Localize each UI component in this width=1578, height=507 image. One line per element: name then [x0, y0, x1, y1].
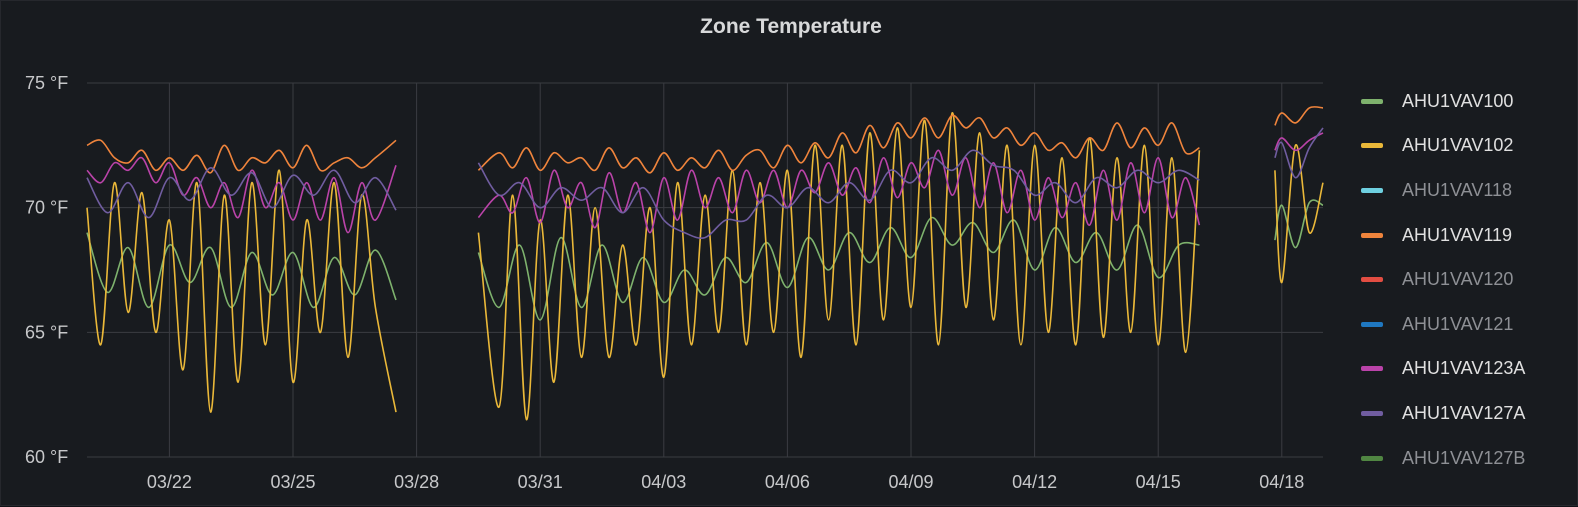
series-line-ahu1vav102[interactable] [86, 169, 397, 413]
x-tick-label: 04/06 [765, 472, 810, 492]
x-tick-label: 03/25 [270, 472, 315, 492]
chart-legend: AHU1VAV100 AHU1VAV102 AHU1VAV118 AHU1VAV119… [1361, 79, 1571, 503]
x-tick-label: 03/22 [147, 472, 192, 492]
x-tick-label: 04/09 [888, 472, 933, 492]
legend-item-ahu1vav120[interactable]: AHU1VAV120 [1361, 257, 1571, 302]
y-tick-label: 75 °F [25, 73, 68, 93]
legend-label: AHU1VAV100 [1402, 90, 1514, 111]
legend-item-ahu1vav127a[interactable]: AHU1VAV127A [1361, 391, 1571, 436]
legend-swatch [1361, 143, 1383, 149]
series-line-ahu1vav100[interactable] [477, 216, 1200, 321]
legend-label: AHU1VAV118 [1402, 179, 1513, 200]
legend-swatch [1361, 187, 1383, 193]
legend-item-ahu1vav127b[interactable]: AHU1VAV127B [1361, 436, 1571, 481]
legend-swatch [1361, 321, 1383, 327]
x-tick-label: 04/12 [1012, 472, 1057, 492]
legend-item-ahu1vav100[interactable]: AHU1VAV100 [1361, 79, 1571, 124]
legend-swatch [1361, 232, 1383, 238]
legend-swatch [1361, 410, 1383, 416]
legend-label: AHU1VAV102 [1402, 135, 1514, 156]
legend-swatch [1361, 98, 1383, 104]
panel-title[interactable]: Zone Temperature [700, 15, 882, 38]
legend-swatch [1361, 455, 1383, 461]
y-tick-label: 70 °F [25, 198, 68, 218]
legend-label: AHU1VAV119 [1402, 224, 1513, 245]
legend-label: AHU1VAV120 [1402, 269, 1514, 290]
legend-label: AHU1VAV123A [1402, 358, 1526, 379]
series-line-ahu1vav100[interactable] [1274, 199, 1324, 249]
legend-swatch [1361, 366, 1383, 372]
legend-swatch [1361, 277, 1383, 283]
legend-item-ahu1vav119[interactable]: AHU1VAV119 [1361, 213, 1571, 258]
legend-label: AHU1VAV121 [1402, 313, 1514, 334]
x-tick-label: 03/31 [518, 472, 563, 492]
series-line-ahu1vav123a[interactable] [1274, 132, 1324, 152]
legend-label: AHU1VAV127B [1402, 447, 1526, 468]
legend-item-ahu1vav102[interactable]: AHU1VAV102 [1361, 124, 1571, 169]
series-line-ahu1vav102[interactable] [477, 112, 1201, 421]
legend-label: AHU1VAV127A [1402, 402, 1526, 423]
x-tick-label: 04/18 [1259, 472, 1304, 492]
series-line-ahu1vav127a[interactable] [86, 167, 397, 219]
series-line-ahu1vav127a[interactable] [477, 149, 1200, 239]
series-line-ahu1vav119[interactable] [1274, 106, 1324, 126]
x-tick-label: 04/15 [1136, 472, 1181, 492]
series-line-ahu1vav119[interactable] [86, 139, 397, 174]
x-tick-label: 03/28 [394, 472, 439, 492]
series-line-ahu1vav123a[interactable] [477, 149, 1201, 234]
legend-item-ahu1vav118[interactable]: AHU1VAV118 [1361, 168, 1571, 213]
series-line-ahu1vav123a[interactable] [86, 156, 397, 234]
series-line-ahu1vav119[interactable] [477, 114, 1200, 174]
legend-item-ahu1vav121[interactable]: AHU1VAV121 [1361, 302, 1571, 347]
legend-item-ahu1vav123a[interactable]: AHU1VAV123A [1361, 347, 1571, 392]
y-tick-label: 65 °F [25, 322, 68, 342]
series-line-ahu1vav127a[interactable] [1274, 127, 1324, 179]
x-tick-label: 04/03 [641, 472, 686, 492]
y-tick-label: 60 °F [25, 447, 68, 467]
